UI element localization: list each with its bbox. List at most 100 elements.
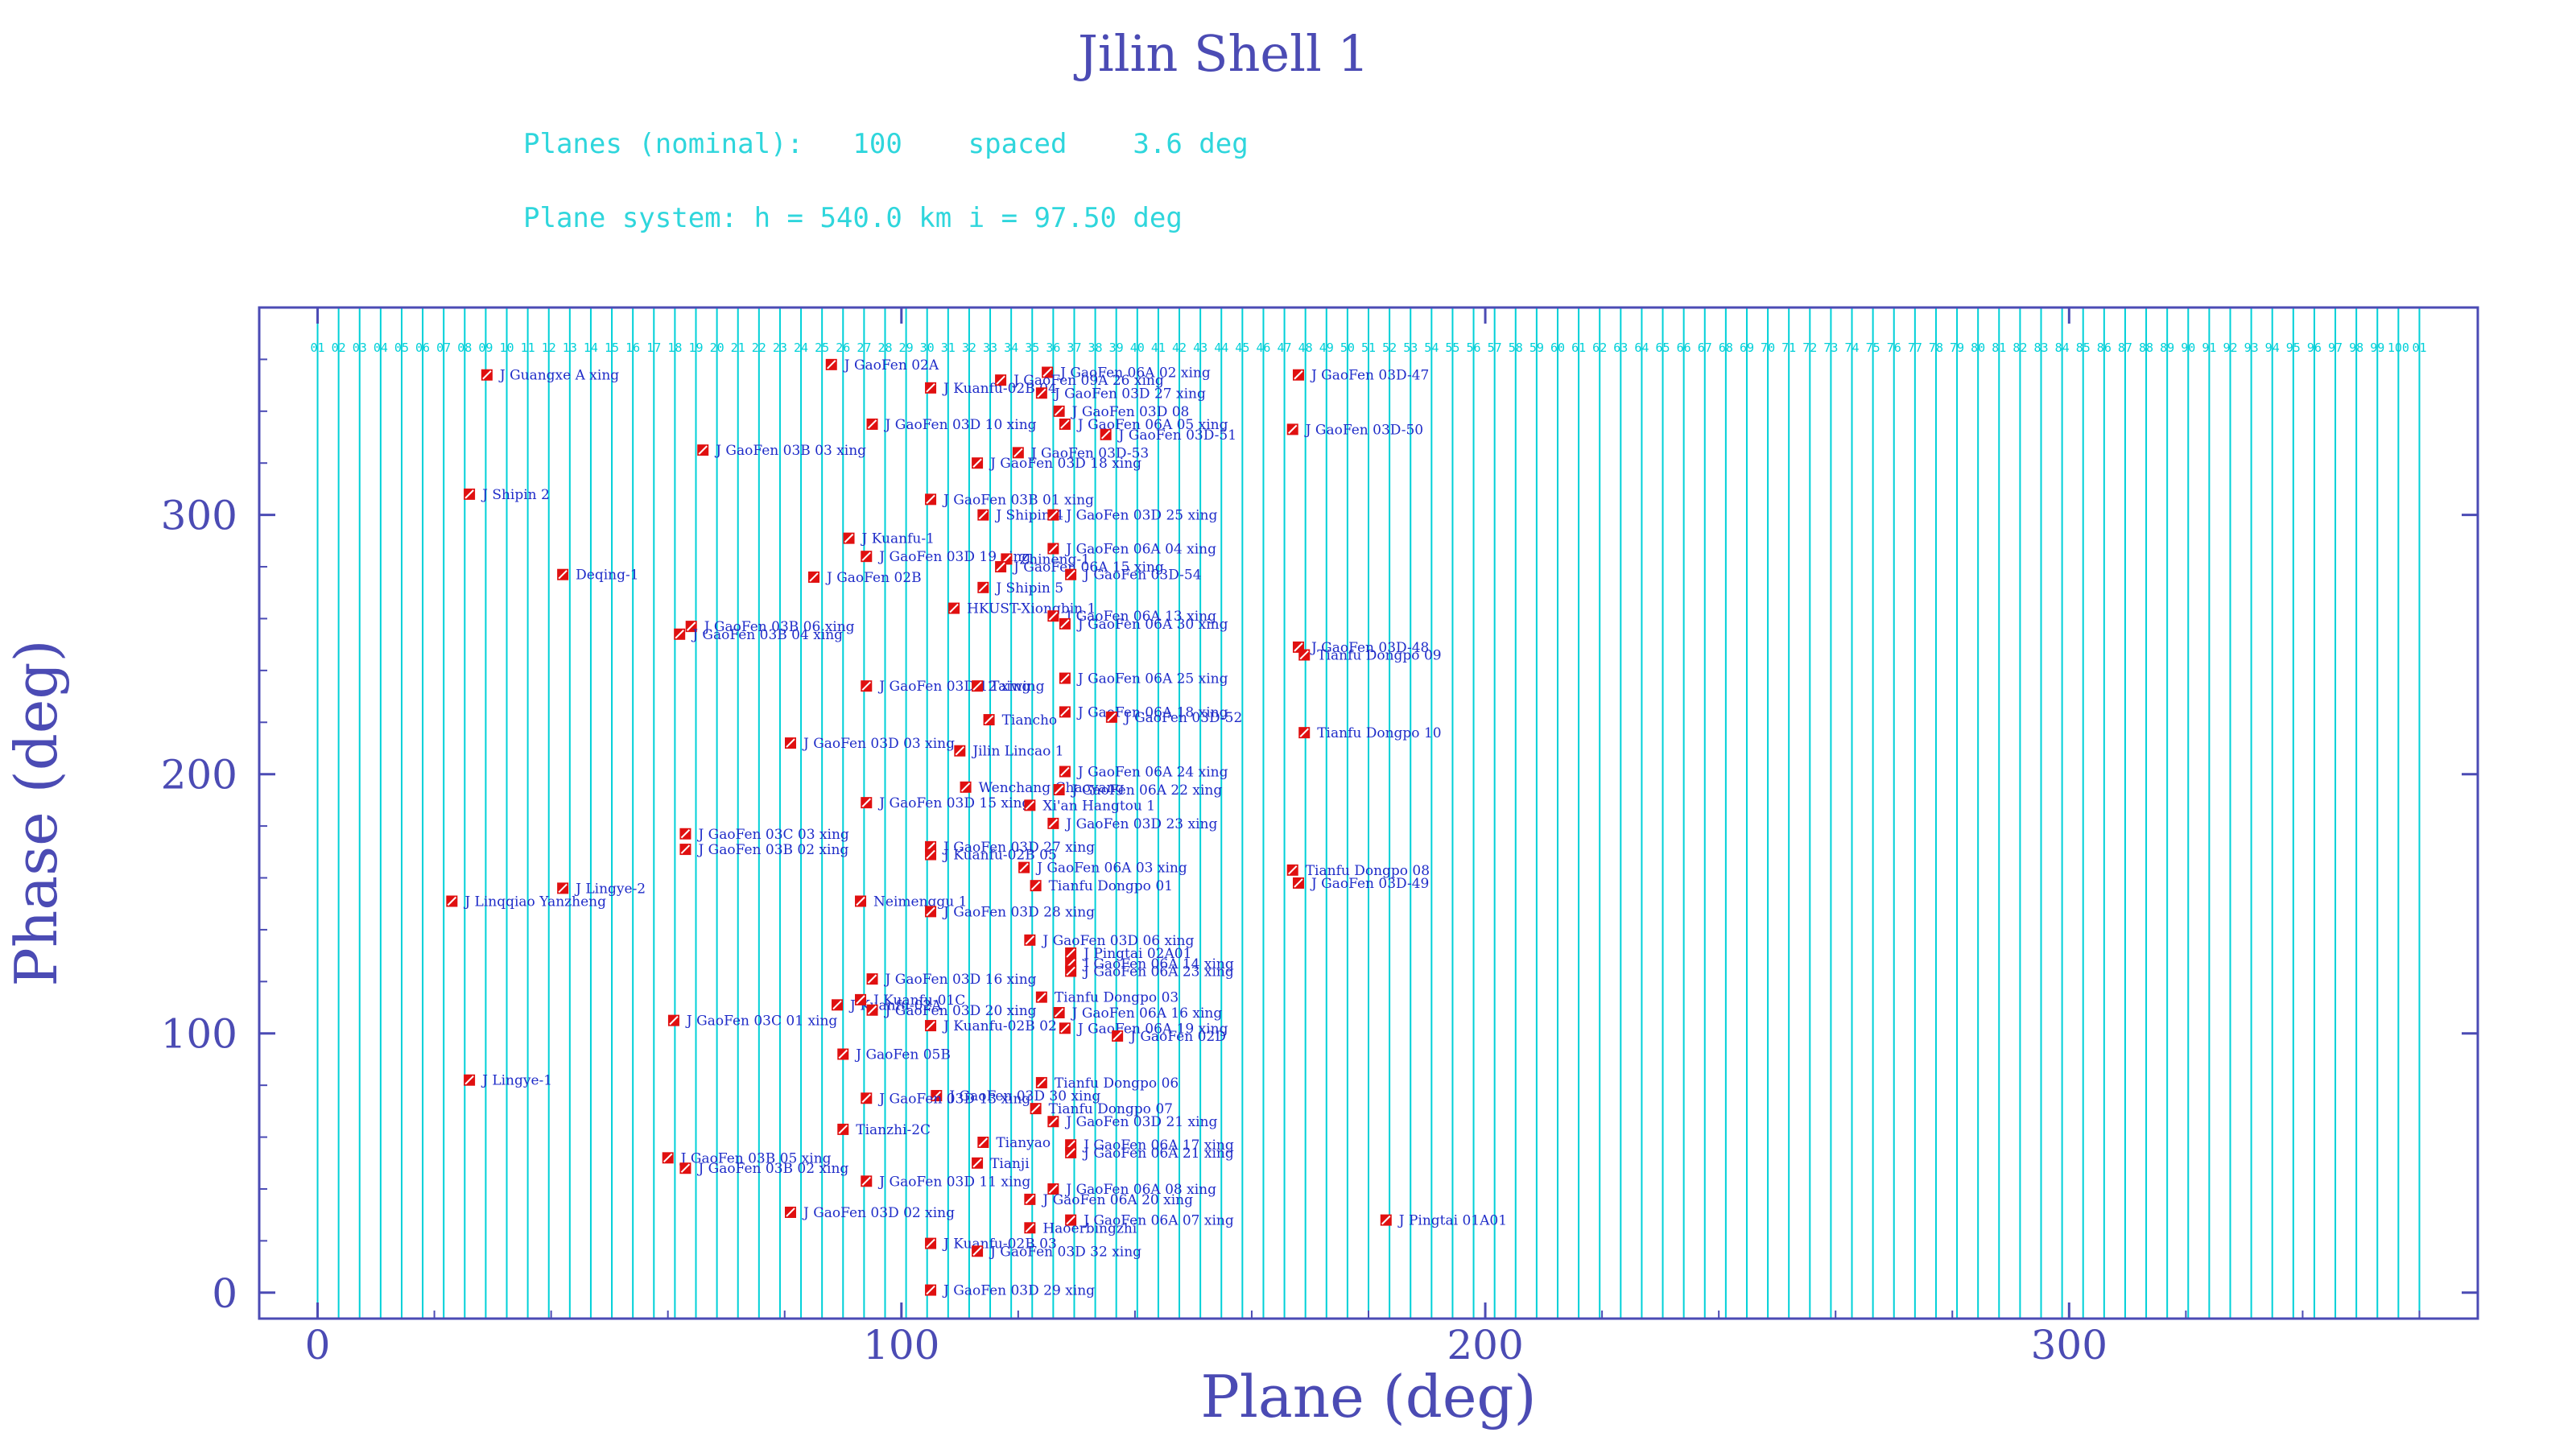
satellite-label: J GaoFen 03D 28 xing [942,904,1095,920]
plane-number-label: 33 [983,341,997,355]
plane-number-label: 94 [2265,341,2280,355]
satellite-marker-slash [1025,1223,1035,1232]
satellite-marker-slash [926,1285,935,1295]
plane-number-label: 46 [1256,341,1270,355]
satellite-marker-slash [464,1075,474,1085]
satellite-label: Tiancho [1002,712,1058,729]
satellite-label: J GaoFen 03D 10 xing [884,417,1037,433]
satellite-label: Tianfu Dongpo 01 [1049,878,1173,894]
y-tick-label: 100 [161,1011,237,1058]
satellite-marker-slash [1294,878,1303,888]
satellite-marker-slash [844,533,854,543]
satellite-label: J GaoFen 03D 27 xing [942,840,1095,856]
satellite-marker-slash [1013,448,1023,458]
plane-number-label: 15 [605,341,619,355]
plane-number-label: 72 [1802,341,1817,355]
satellite-label: J GaoFen 03D-53 [1030,445,1149,461]
satellite-marker-slash [972,458,982,468]
plane-number-label: 100 [2388,341,2409,355]
satellite-label: J Kuanfu-02B 03 [942,1236,1057,1253]
plane-number-label: 50 [1340,341,1355,355]
satellite-label: J GaoFen 06A 21 xing [1082,1146,1234,1162]
satellite-label: J GaoFen 06A 20 xing [1041,1192,1193,1208]
satellite-marker-slash [1288,865,1298,875]
satellite-label: Tianji [990,1156,1030,1172]
satellite-marker-slash [984,715,994,724]
planes-nominal-info: Planes (nominal): 100 spaced 3.6 deg [523,128,1249,160]
satellite-marker-slash [926,1238,935,1249]
plane-number-label: 35 [1025,341,1039,355]
plane-number-label: 44 [1214,341,1228,355]
satellite-marker-slash [1048,543,1059,554]
satellite-marker-slash [861,1093,871,1103]
satellite-label: J Guangxe A xing [498,368,619,384]
plane-number-label: 21 [731,341,745,355]
satellite-marker-slash [955,746,965,756]
satellite-label: J GaoFen 03B 01 xing [942,492,1094,508]
satellite-marker-slash [926,1021,935,1030]
plane-number-label: 56 [1467,341,1481,355]
satellite-label: J Kuanfu-02B 02 [942,1018,1057,1034]
satellite-marker-slash [1048,1184,1059,1194]
satellite-marker-slash [972,1246,982,1256]
satellite-marker-slash [1048,1117,1059,1126]
satellite-label: J GaoFen 03D-49 [1310,876,1429,892]
satellite-label: Wenchang Chaoyang [979,780,1125,796]
plane-number-label: 69 [1740,341,1754,355]
plane-number-label: 18 [667,341,682,355]
plane-number-label: 95 [2286,341,2301,355]
satellite-marker-slash [861,681,871,691]
satellite-label: Taiwing [990,679,1045,695]
plane-number-label: 51 [1361,341,1376,355]
satellite-marker-slash [1066,1215,1075,1225]
plane-number-label: 13 [563,341,577,355]
satellite-marker-slash [972,1158,982,1168]
satellite-label: J GaoFen 02A [843,357,939,374]
satellite-marker-slash [1037,1078,1046,1088]
plane-number-label: 71 [1781,341,1796,355]
plane-number-label: 59 [1530,341,1544,355]
satellite-marker-slash [1060,1023,1070,1034]
plane-number-label: 45 [1235,341,1249,355]
satellite-label: J Shipin 2 [481,487,550,503]
y-axis-label: Phase (deg) [2,639,70,986]
satellite-label: J GaoFen 06A 04 xing [1064,542,1216,558]
satellite-marker-slash [1025,935,1035,945]
satellite-label: J Kuanfu-02B 05 [942,848,1057,864]
plane-number-label: 41 [1151,341,1166,355]
satellite-marker-slash [926,849,935,860]
satellite-marker-slash [464,489,474,499]
satellite-marker-slash [960,782,971,792]
plane-number-label: 61 [1571,341,1586,355]
plane-number-label: 63 [1613,341,1628,355]
satellite-label: J Kuanfu-02B 04 [942,381,1057,397]
satellite-marker-slash [926,383,935,393]
satellite-label: J GaoFen 03D 30 xing [947,1088,1100,1104]
plane-number-label: 20 [710,341,724,355]
satellite-marker-slash [832,1000,842,1010]
satellite-label: J GaoFen 03D 03 xing [802,736,955,752]
satellite-label: J GaoFen 06A 16 xing [1071,1005,1223,1022]
satellite-marker-slash [680,844,691,854]
satellite-label: J GaoFen 03B 04 xing [691,627,843,643]
plane-number-label: 92 [2223,341,2237,355]
satellite-marker-slash [447,896,457,906]
satellite-label: J GaoFen 03D 06 xing [1041,933,1194,949]
x-axis-label: Plane (deg) [1200,1363,1536,1430]
satellite-marker-slash [1060,673,1070,683]
satellite-label: Tianfu Dongpo 10 [1317,725,1441,741]
plane-number-label: 36 [1046,341,1060,355]
plane-number-label: 23 [773,341,787,355]
satellite-marker-slash [1060,619,1070,629]
plane-number-label: 52 [1382,341,1397,355]
satellite-label: J GaoFen 03D-54 [1082,568,1201,584]
satellite-marker-slash [1060,419,1070,429]
plane-number-label: 22 [752,341,766,355]
plane-number-label: 79 [1950,341,1964,355]
satellite-marker-slash [482,370,492,380]
satellite-label: Tianzhi-2C [856,1122,931,1138]
satellite-marker-slash [698,445,708,455]
satellite-label: J GaoFen 06A 05 xing [1076,417,1228,433]
plane-number-label: 99 [2370,341,2384,355]
satellite-label: HKUST-Xiongbin 1 [967,601,1096,617]
